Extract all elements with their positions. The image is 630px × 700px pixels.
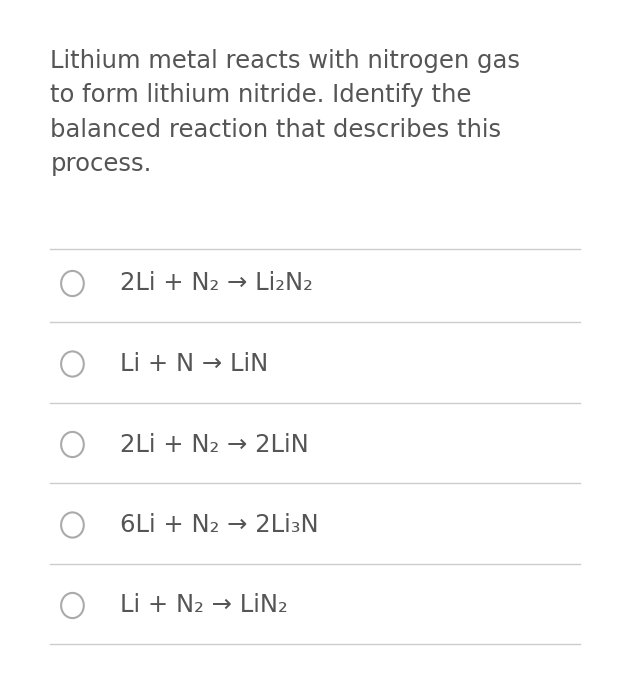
Text: 6Li + N₂ → 2Li₃N: 6Li + N₂ → 2Li₃N bbox=[120, 513, 318, 537]
Text: Li + N → LiN: Li + N → LiN bbox=[120, 352, 268, 376]
Text: 2Li + N₂ → Li₂N₂: 2Li + N₂ → Li₂N₂ bbox=[120, 272, 312, 295]
Text: 2Li + N₂ → 2LiN: 2Li + N₂ → 2LiN bbox=[120, 433, 309, 456]
Text: Li + N₂ → LiN₂: Li + N₂ → LiN₂ bbox=[120, 594, 287, 617]
Text: Lithium metal reacts with nitrogen gas
to form lithium nitride. Identify the
bal: Lithium metal reacts with nitrogen gas t… bbox=[50, 49, 520, 176]
